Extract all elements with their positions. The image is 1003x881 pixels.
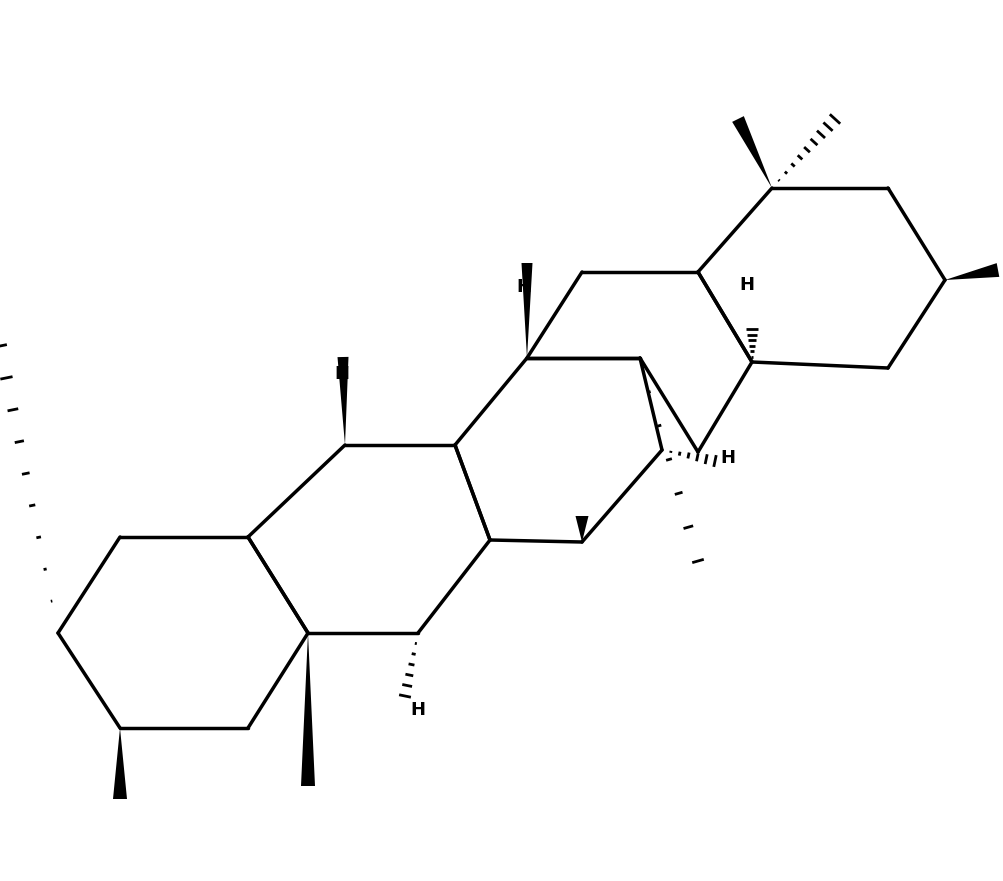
Polygon shape <box>575 516 588 542</box>
Polygon shape <box>301 633 315 786</box>
Polygon shape <box>521 263 532 358</box>
Text: H: H <box>719 449 734 467</box>
Polygon shape <box>944 263 998 280</box>
Text: H: H <box>334 365 349 383</box>
Text: H: H <box>410 701 425 719</box>
Polygon shape <box>731 116 771 188</box>
Text: H: H <box>739 276 753 294</box>
Polygon shape <box>337 357 348 445</box>
Text: H: H <box>516 278 531 296</box>
Polygon shape <box>113 728 126 799</box>
